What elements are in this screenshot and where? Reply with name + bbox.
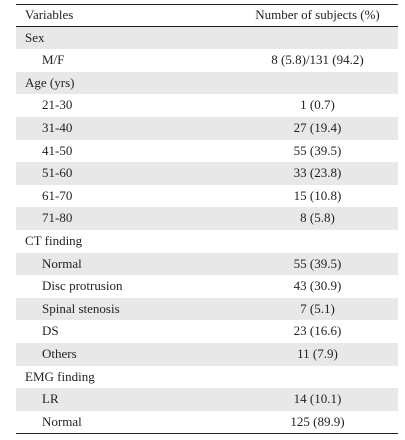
row-label: Age (yrs) [25,74,75,90]
table-row: Disc protrusion 43 (30.9) [16,275,398,298]
row-label: 71-80 [42,210,73,226]
table-row: 41-50 55 (39.5) [16,140,398,163]
row-label: Disc protrusion [42,278,123,294]
row-label: Normal [42,255,82,271]
row-label: Spinal stenosis [42,300,120,316]
row-label: Others [42,345,77,361]
table-row: Others 11 (7.9) [16,342,398,366]
row-label: LR [42,391,59,407]
table-row: LR 14 (10.1) [16,388,398,411]
row-value: 8 (5.8) [300,210,335,226]
row-label: DS [42,323,59,339]
row-value: 55 (39.5) [293,142,342,158]
row-label: EMG finding [25,368,95,384]
table-row: DS 23 (16.6) [16,320,398,343]
row-label: Sex [25,29,45,45]
row-value: 33 (23.8) [293,165,342,181]
row-label: 51-60 [42,165,73,181]
table-section-row: EMG finding [16,366,398,389]
table-row: Normal 125 (89.9) [16,411,398,435]
table-row: 31-40 27 (19.4) [16,116,398,140]
row-value: 8 (5.8)/131 (94.2) [271,52,364,68]
row-label: CT finding [25,232,83,248]
row-value: 23 (16.6) [293,323,342,339]
table-row: Normal 55 (39.5) [16,252,398,276]
subjects-table: Variables Number of subjects (%) Sex M/F 8… [16,4,398,435]
table-section-row: CT finding [16,230,398,253]
row-label: M/F [42,52,65,68]
row-value: 43 (30.9) [293,278,342,294]
table-section-row: Age (yrs) [16,71,398,95]
row-label: Normal [42,413,82,429]
row-value: 125 (89.9) [290,413,345,429]
table-row: Spinal stenosis 7 (5.1) [16,297,398,321]
row-value: 27 (19.4) [293,119,342,135]
row-label: 21-30 [42,97,73,113]
row-value: 15 (10.8) [293,187,342,203]
row-label: 61-70 [42,187,73,203]
row-value: 1 (0.7) [300,97,335,113]
row-label: 31-40 [42,119,73,135]
table-body: Sex M/F 8 (5.8)/131 (94.2) Age (yrs) 21-30 1 … [16,26,398,435]
table-row: 61-70 15 (10.8) [16,185,398,208]
row-value: 7 (5.1) [300,300,335,316]
table-row: 21-30 1 (0.7) [16,94,398,117]
table-row: 51-60 33 (23.8) [16,162,398,185]
row-value: 55 (39.5) [293,255,342,271]
header-variables: Variables [25,7,74,22]
table-section-row: Sex [16,26,398,50]
row-value: 14 (10.1) [293,391,342,407]
table-row: 71-80 8 (5.8) [16,207,398,230]
row-label: 41-50 [42,142,73,158]
table-header: Variables Number of subjects (%) [16,4,398,27]
table-row: M/F 8 (5.8)/131 (94.2) [16,49,398,72]
header-number-of-subjects: Number of subjects (%) [255,7,380,22]
row-value: 11 (7.9) [297,345,338,361]
